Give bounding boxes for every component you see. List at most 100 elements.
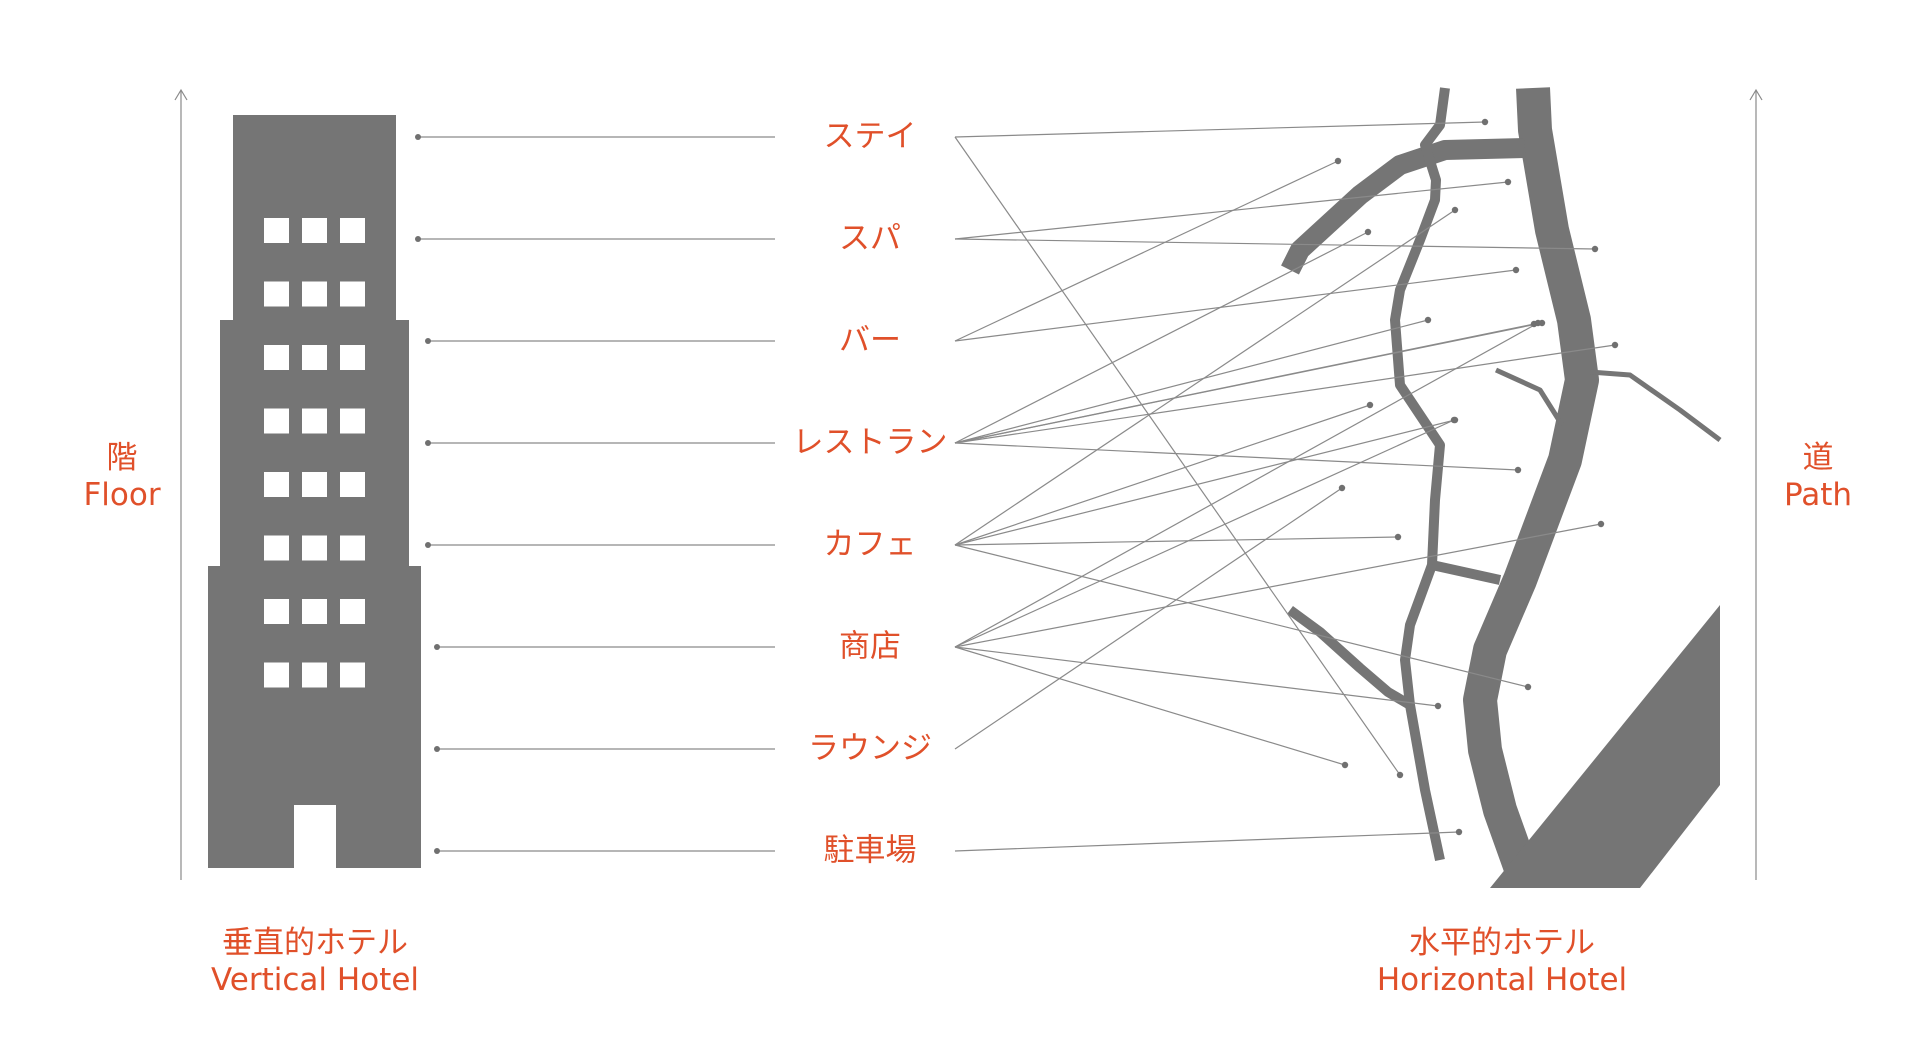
function-label-spa: スパ	[839, 220, 901, 257]
floor-dot	[425, 542, 431, 548]
floor-dot	[434, 644, 440, 650]
path-location-dot	[1394, 533, 1402, 541]
building-window	[264, 345, 289, 370]
path-connector-line	[954, 121, 1486, 138]
path-location-dot	[1534, 319, 1542, 327]
building-window	[264, 472, 289, 497]
middle-connector	[1430, 560, 1502, 585]
floor-dot	[415, 236, 421, 242]
building-window	[302, 535, 327, 561]
path-connector-line	[954, 544, 1529, 688]
main-road	[1463, 87, 1599, 886]
path-location-dot	[1481, 118, 1489, 126]
building-window	[264, 599, 289, 624]
floor-dot	[425, 440, 431, 446]
function-label-restaurant: レストラン	[792, 424, 948, 461]
building-window	[340, 535, 365, 561]
path-location-dot	[1424, 316, 1432, 324]
lower-left-branch	[1287, 605, 1413, 710]
building-window	[264, 408, 289, 434]
path-connector-line	[954, 442, 1519, 471]
function-label-lounge: ラウンジ	[808, 730, 932, 767]
right-branch-upper	[1494, 367, 1565, 427]
path-connector-line	[954, 323, 1535, 444]
building-window	[302, 281, 327, 307]
path-connector-line	[954, 419, 1455, 648]
path-location-dot	[1504, 178, 1512, 186]
middle-path	[1390, 87, 1450, 862]
building-window	[340, 472, 365, 497]
floor-axis-label-ja: 階	[106, 440, 138, 476]
building-window	[340, 281, 365, 307]
floor-dot	[434, 848, 440, 854]
floor-axis-arrow	[174, 88, 188, 880]
building-windows	[264, 218, 365, 688]
path-connectors	[954, 121, 1616, 852]
building-window	[340, 599, 365, 624]
horizontal-hotel-paths	[1281, 87, 1722, 886]
floor-dot	[415, 134, 421, 140]
horizontal-hotel-caption-en: Horizontal Hotel	[1376, 962, 1628, 999]
vertical-hotel-caption-ja: 垂直的ホテル	[221, 925, 408, 961]
path-axis-label-en: Path	[1783, 477, 1853, 514]
path-location-dot	[1341, 761, 1349, 769]
function-label-shop: 商店	[839, 628, 901, 665]
path-connector-line	[954, 646, 1439, 707]
building-window	[302, 408, 327, 434]
path-connector-line	[954, 344, 1616, 444]
horizontal-hotel-caption: 水平的ホテル Horizontal Hotel	[1377, 925, 1627, 999]
path-axis-label: 道 Path	[1784, 440, 1852, 514]
path-axis-label-ja: 道	[1802, 440, 1834, 476]
path-connector-line	[954, 523, 1602, 648]
path-location-dot	[1334, 157, 1342, 165]
path-location-dot	[1434, 702, 1442, 710]
horizontal-hotel-caption-ja: 水平的ホテル	[1408, 925, 1595, 961]
path-location-dot	[1591, 245, 1599, 253]
path-location-dot	[1450, 416, 1458, 424]
path-location-dot	[1455, 828, 1463, 836]
path-location-dot	[1514, 466, 1522, 474]
path-connector-line	[954, 322, 1539, 648]
right-branch-lower	[1589, 369, 1722, 442]
function-label-stay: ステイ	[823, 118, 917, 155]
path-connector-line	[954, 419, 1456, 546]
building-window	[264, 218, 289, 243]
path-connector-line	[954, 231, 1369, 444]
building-window	[340, 218, 365, 243]
building-window	[340, 345, 365, 370]
building-window	[302, 599, 327, 624]
function-label-bar: バー	[839, 322, 901, 359]
floor-dots	[415, 134, 440, 854]
path-location-dot	[1611, 341, 1619, 349]
upper-branch-road	[1281, 138, 1526, 275]
building-window	[340, 408, 365, 434]
path-location-dot	[1366, 401, 1374, 409]
path-connector-line	[954, 160, 1339, 342]
path-axis-arrow	[1749, 88, 1763, 880]
lower-right-block	[1490, 605, 1720, 888]
path-connector-line	[954, 831, 1460, 852]
building-window	[302, 472, 327, 497]
floor-dot	[425, 338, 431, 344]
path-location-dot	[1524, 683, 1532, 691]
building-window	[264, 535, 289, 561]
path-connector-line	[954, 269, 1517, 342]
path-location-dot	[1396, 771, 1404, 779]
floor-axis-label-en: Floor	[83, 477, 161, 514]
vertical-hotel-caption: 垂直的ホテル Vertical Hotel	[211, 925, 419, 999]
building-window	[264, 662, 289, 688]
path-connector-line	[954, 238, 1596, 250]
building-window	[340, 662, 365, 688]
path-location-dot	[1338, 484, 1346, 492]
path-connector-line	[954, 209, 1456, 546]
vertical-hotel-building	[208, 115, 421, 868]
vertical-hotel-caption-en: Vertical Hotel	[210, 962, 420, 999]
path-connector-line	[954, 536, 1399, 546]
path-connector-line	[954, 136, 1401, 776]
path-connector-line	[954, 319, 1429, 444]
path-connector-line	[954, 404, 1371, 546]
path-location-dot	[1364, 228, 1372, 236]
floor-axis-label: 階 Floor	[83, 440, 160, 514]
function-label-cafe: カフェ	[823, 526, 917, 563]
